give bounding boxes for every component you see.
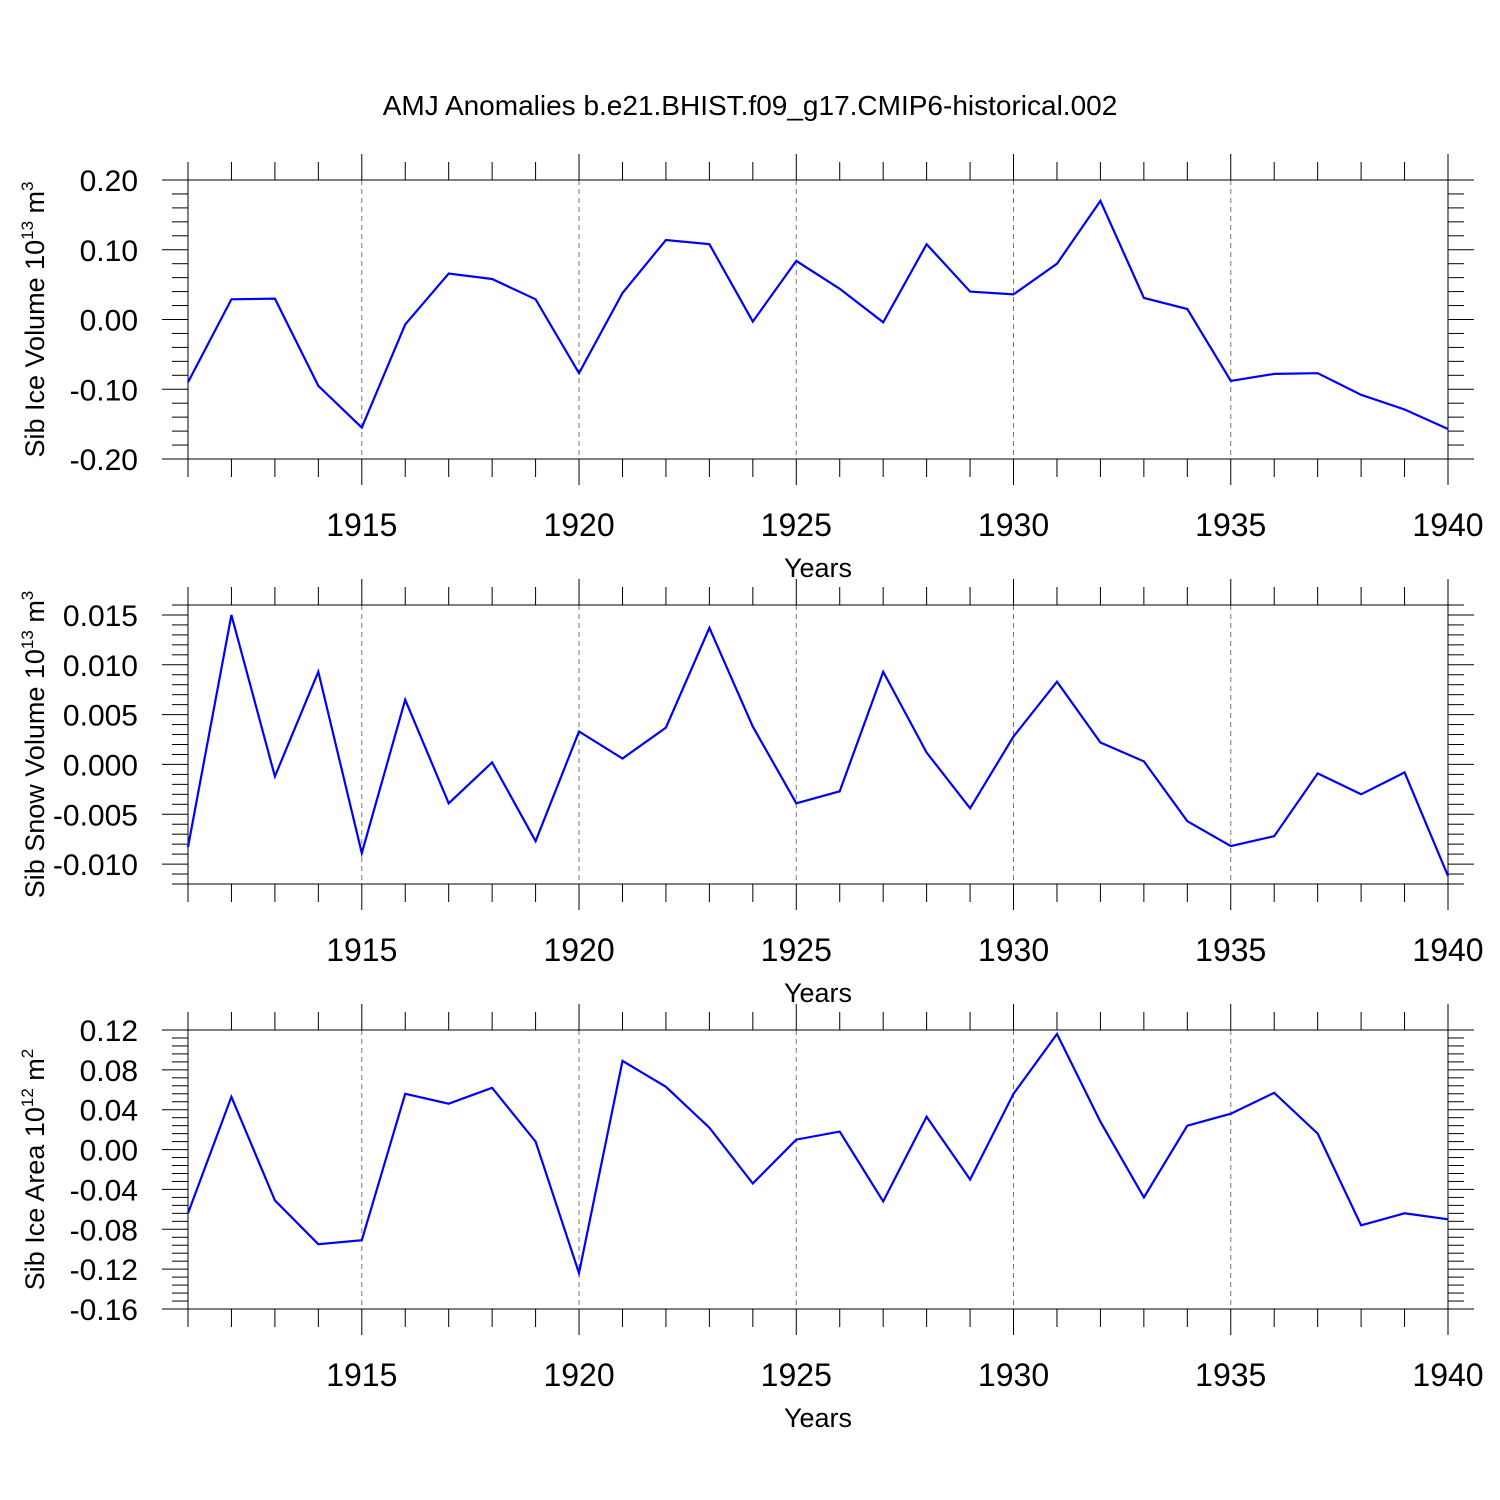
chart-panels: 0.20 0.10 0.00 -0.10 -0.20 1915 1920 1925 1930 19… [18,154,1484,1433]
series-line [186,1031,1449,1278]
y-axis-label: Sib Ice Volume 1013 m3 [18,181,50,457]
y-tick-label: 0.20 [80,165,138,198]
chart-title: AMJ Anomalies b.e21.BHIST.f09_g17.CMIP6-… [383,90,1118,121]
y-tick-label: 0.12 [80,1015,138,1048]
y-tick-label: 0.00 [80,1135,138,1168]
x-axis-label: Years [784,553,852,583]
panel-3: 0.12 0.08 0.04 0.00 -0.04 -0.08 -0.12 -0.16 1915… [18,1004,1484,1433]
y-tick-label: 0.00 [80,305,138,338]
plot-frame [187,1029,1449,1310]
x-axis-label: Years [784,1403,852,1433]
series-line [186,614,1450,877]
x-tick-label: 1925 [761,1357,832,1393]
y-tick-label: -0.12 [70,1254,138,1287]
y-tick-label: 0.04 [80,1095,138,1128]
x-tick-label: 1915 [326,932,397,968]
y-tick-label: 0.000 [63,749,138,782]
x-tick-label: 1935 [1195,507,1266,543]
panel-1: 0.20 0.10 0.00 -0.10 -0.20 1915 1920 1925 1930 19… [18,154,1484,583]
x-tick-label: 1920 [543,507,614,543]
y-tick-label: -0.04 [70,1174,138,1207]
y-tick-label: 0.10 [80,235,138,268]
y-tick-label: -0.10 [70,374,138,407]
y-tick-label: 0.08 [80,1055,138,1088]
x-tick-label: 1925 [761,932,832,968]
x-tick-label: 1935 [1195,1357,1266,1393]
x-tick-label: 1930 [978,932,1049,968]
x-tick-label: 1930 [978,507,1049,543]
x-tick-label: 1920 [543,1357,614,1393]
y-tick-label: -0.005 [53,799,138,832]
series-line [187,198,1449,431]
x-tick-label: 1930 [978,1357,1049,1393]
y-tick-label: -0.08 [70,1214,138,1247]
x-tick-label: 1940 [1412,507,1483,543]
y-tick-label: 0.015 [63,600,138,633]
y-tick-label: -0.16 [70,1294,138,1327]
x-tick-label: 1925 [761,507,832,543]
y-axis-label: Sib Snow Volume 1013 m3 [18,591,50,899]
y-tick-label: 0.005 [63,700,138,733]
x-axis-label: Years [784,978,852,1008]
x-tick-label: 1940 [1412,1357,1483,1393]
y-tick-label: -0.20 [70,444,138,477]
y-tick-label: -0.010 [53,849,138,882]
x-tick-label: 1915 [326,507,397,543]
x-tick-label: 1935 [1195,932,1266,968]
x-tick-label: 1920 [543,932,614,968]
plot-frame [187,604,1449,885]
x-tick-label: 1940 [1412,932,1483,968]
y-axis-label: Sib Ice Area 1012 m2 [18,1049,50,1291]
y-tick-label: 0.010 [63,650,138,683]
x-tick-label: 1915 [326,1357,397,1393]
panel-2: 0.015 0.010 0.005 0.000 -0.005 -0.010 1915 1920… [18,579,1484,1008]
plot-frame [187,179,1449,460]
